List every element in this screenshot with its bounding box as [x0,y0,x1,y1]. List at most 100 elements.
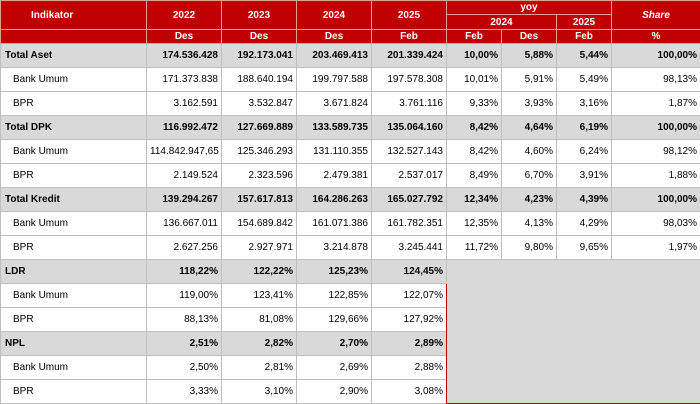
table-cell: 5,88% [502,44,557,68]
table-cell: 161.782.351 [372,212,447,236]
row-label: Bank Umum [1,212,147,236]
row-label: Bank Umum [1,140,147,164]
table-cell: 4,29% [557,212,612,236]
table-cell: 164.286.263 [297,188,372,212]
header-yoy-2025: 2025 [557,15,612,30]
table-cell: 4,23% [502,188,557,212]
table-cell: 1,97% [612,236,700,260]
table-cell: 122,07% [372,284,447,308]
table-cell: 131.110.355 [297,140,372,164]
table-cell: 5,91% [502,68,557,92]
table-cell: 2.149.524 [147,164,222,188]
header-period: Des [297,30,372,44]
table-cell: 8,42% [447,116,502,140]
table-cell: 6,24% [557,140,612,164]
table-cell: 2.323.596 [222,164,297,188]
table-cell: 5,44% [557,44,612,68]
table-cell: 2,81% [222,356,297,380]
table-cell: 81,08% [222,308,297,332]
table-cell: 132.527.143 [372,140,447,164]
table-cell: 9,80% [502,236,557,260]
table-cell: 192.173.041 [222,44,297,68]
table-cell: 161.071.386 [297,212,372,236]
header-period: Feb [557,30,612,44]
table-cell: 8,49% [447,164,502,188]
header-yoy-2024: 2024 [447,15,557,30]
table-cell: 3.245.441 [372,236,447,260]
table-cell: 188.640.194 [222,68,297,92]
table-cell: 122,85% [297,284,372,308]
table-cell: 6,19% [557,116,612,140]
table-cell: 3,16% [557,92,612,116]
table-cell: 127,92% [372,308,447,332]
table-cell: 3.162.591 [147,92,222,116]
table-cell: 8,42% [447,140,502,164]
table-cell: 3.532.847 [222,92,297,116]
table-cell: 4,60% [502,140,557,164]
table-cell: 100,00% [612,44,700,68]
table-cell: 125.346.293 [222,140,297,164]
table-cell: 2,70% [297,332,372,356]
table-cell: 125,23% [297,260,372,284]
table-cell: 98,13% [612,68,700,92]
table-header: Indikator 2022 2023 2024 2025 yoy Share … [1,1,700,44]
row-label: Bank Umum [1,356,147,380]
table-cell: 119,00% [147,284,222,308]
table-cell: 2,69% [297,356,372,380]
table-cell: 136.667.011 [147,212,222,236]
table-cell: 3,91% [557,164,612,188]
table-cell: 129,66% [297,308,372,332]
table-cell: 124,45% [372,260,447,284]
table-cell: 12,34% [447,188,502,212]
table-cell: 2,50% [147,356,222,380]
table-cell: 3.214.878 [297,236,372,260]
table-cell: 135.064.160 [372,116,447,140]
table-cell: 116.992.472 [147,116,222,140]
header-year-2025: 2025 [372,1,447,30]
table-cell: 197.578.308 [372,68,447,92]
table-cell: 157.617.813 [222,188,297,212]
table-cell: 203.469.413 [297,44,372,68]
table-cell: 4,64% [502,116,557,140]
table-cell: 2,82% [222,332,297,356]
table-cell: 123,41% [222,284,297,308]
row-label: NPL [1,332,147,356]
table-cell: 3,93% [502,92,557,116]
row-label: LDR [1,260,147,284]
row-label: BPR [1,92,147,116]
table-cell: 10,01% [447,68,502,92]
table-cell: 174.536.428 [147,44,222,68]
header-period: Feb [447,30,502,44]
table-cell: 98,03% [612,212,700,236]
table-cell: 2.479.381 [297,164,372,188]
table-cell: 114.842.947,65 [147,140,222,164]
header-period: Des [222,30,297,44]
table-cell: 1,88% [612,164,700,188]
table-cell: 3.671.824 [297,92,372,116]
header-period: % [612,30,700,44]
table-cell: 2.627.256 [147,236,222,260]
table-cell: 10,00% [447,44,502,68]
row-label: Total DPK [1,116,147,140]
red-filler-block [447,260,700,404]
header-period: Des [147,30,222,44]
row-label: BPR [1,308,147,332]
table-cell: 2,88% [372,356,447,380]
header-year-2023: 2023 [222,1,297,30]
header-yoy: yoy [447,1,612,15]
row-label: BPR [1,164,147,188]
header-year-2024: 2024 [297,1,372,30]
table-cell: 2.927.971 [222,236,297,260]
row-label: Bank Umum [1,284,147,308]
table-cell: 100,00% [612,188,700,212]
table-cell: 171.373.838 [147,68,222,92]
table-cell: 4,13% [502,212,557,236]
header-indikator: Indikator [1,1,147,30]
